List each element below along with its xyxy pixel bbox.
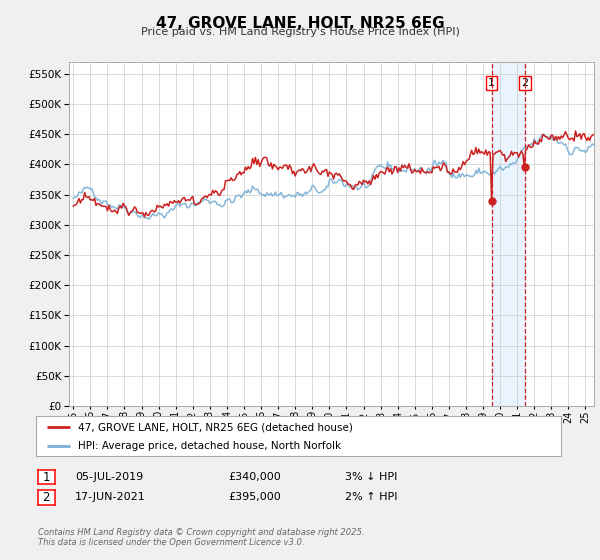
Text: 05-JUL-2019: 05-JUL-2019: [75, 472, 143, 482]
Text: 3% ↓ HPI: 3% ↓ HPI: [345, 472, 397, 482]
Text: Contains HM Land Registry data © Crown copyright and database right 2025.
This d: Contains HM Land Registry data © Crown c…: [38, 528, 364, 547]
Text: £340,000: £340,000: [228, 472, 281, 482]
Text: 47, GROVE LANE, HOLT, NR25 6EG: 47, GROVE LANE, HOLT, NR25 6EG: [155, 16, 445, 31]
Text: 2: 2: [43, 491, 50, 504]
Text: £395,000: £395,000: [228, 492, 281, 502]
Text: Price paid vs. HM Land Registry's House Price Index (HPI): Price paid vs. HM Land Registry's House …: [140, 27, 460, 37]
Text: 1: 1: [43, 470, 50, 484]
Text: HPI: Average price, detached house, North Norfolk: HPI: Average price, detached house, Nort…: [78, 441, 341, 451]
Text: 2% ↑ HPI: 2% ↑ HPI: [345, 492, 398, 502]
Text: 2: 2: [521, 78, 529, 88]
Bar: [491, 62, 525, 406]
Text: 47, GROVE LANE, HOLT, NR25 6EG (detached house): 47, GROVE LANE, HOLT, NR25 6EG (detached…: [78, 422, 353, 432]
Text: 17-JUN-2021: 17-JUN-2021: [75, 492, 146, 502]
Text: 1: 1: [488, 78, 495, 88]
